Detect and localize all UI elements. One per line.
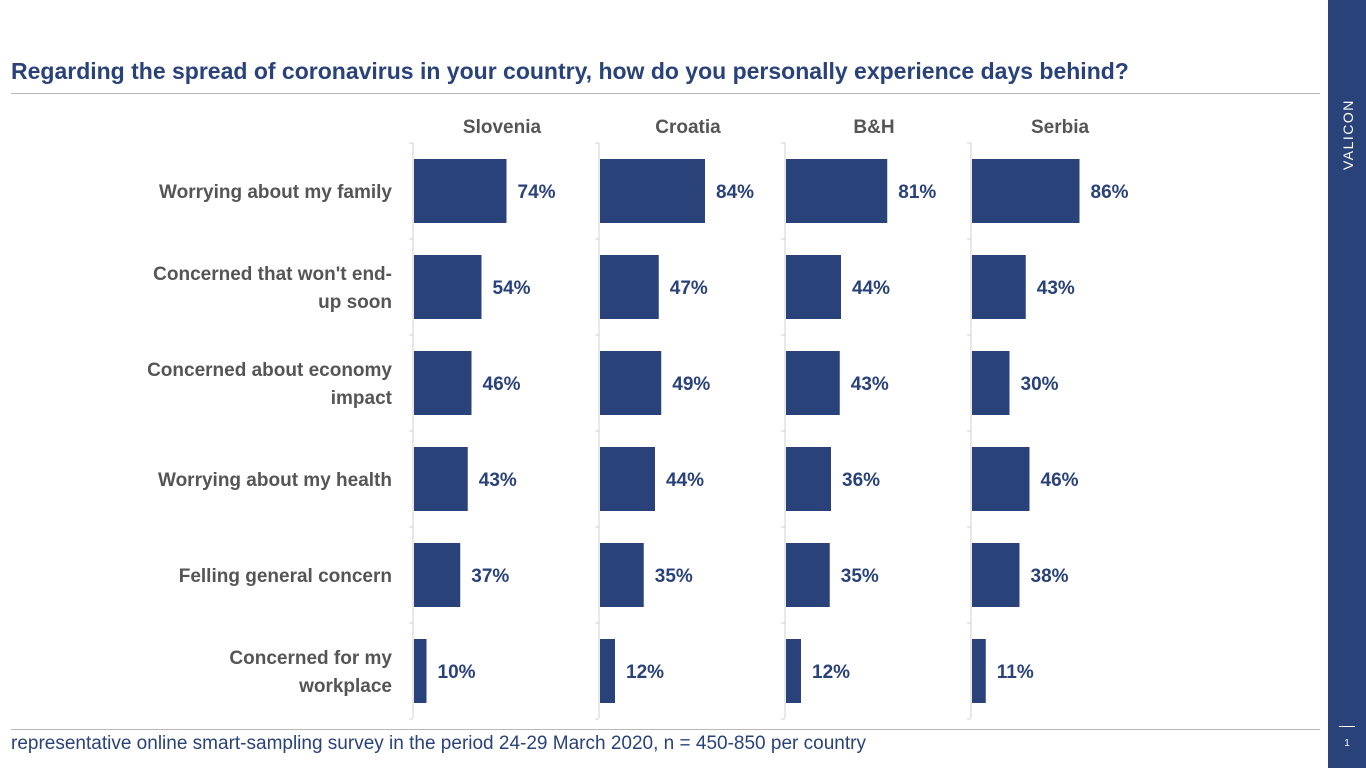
series-header: Slovenia [463, 117, 542, 138]
brand-sidebar: VALICON 1 [1328, 0, 1366, 768]
chart-title: Regarding the spread of coronavirus in y… [11, 58, 1129, 84]
category-label-line: impact [331, 388, 393, 409]
category-label-line: Concerned for my [229, 648, 392, 669]
bar [600, 159, 705, 223]
data-label: 43% [851, 374, 889, 395]
category-label: Concerned that won't end-up soon [153, 264, 392, 313]
category-label-line: Worrying about my family [159, 182, 392, 203]
category-label-line: Worrying about my health [158, 470, 392, 491]
bar [972, 543, 1020, 607]
footer-divider [11, 729, 1320, 730]
category-label: Worrying about my health [158, 470, 392, 491]
data-label: 46% [1041, 470, 1079, 491]
category-label: Concerned for my workplace [229, 648, 392, 697]
bar [972, 639, 986, 703]
bar [786, 639, 801, 703]
bar [972, 255, 1026, 319]
data-label: 38% [1031, 566, 1069, 587]
bar [786, 447, 831, 511]
bar [414, 159, 507, 223]
chart-plot: Worrying about my family Concerned that w… [147, 117, 1129, 720]
bar [786, 543, 830, 607]
bar [786, 159, 888, 223]
bar [414, 351, 472, 415]
bar [600, 447, 655, 511]
title-divider [11, 93, 1320, 94]
data-label: 81% [898, 182, 936, 203]
series-header: Croatia [655, 117, 721, 138]
bar [972, 351, 1010, 415]
bar [414, 639, 427, 703]
bar [414, 447, 468, 511]
data-label: 10% [438, 662, 476, 683]
bar [786, 351, 840, 415]
data-label: 54% [493, 278, 531, 299]
category-label-line: workplace [298, 676, 392, 697]
data-label: 11% [997, 662, 1034, 683]
bar [600, 543, 644, 607]
category-label-line: up soon [318, 292, 392, 313]
bar [972, 447, 1030, 511]
category-label-line: Concerned that won't end- [153, 264, 392, 285]
bar [414, 543, 461, 607]
data-label: 47% [670, 278, 708, 299]
data-label: 30% [1021, 374, 1059, 395]
data-label: 49% [672, 374, 710, 395]
data-label: 43% [1037, 278, 1075, 299]
category-label-line: Concerned about economy [147, 360, 392, 381]
category-label-line: Felling general concern [179, 566, 392, 587]
bar [414, 255, 482, 319]
category-label: Felling general concern [179, 566, 392, 587]
data-label: 12% [626, 662, 664, 683]
data-label: 36% [842, 470, 880, 491]
page-number-divider [1339, 726, 1355, 727]
bar [600, 351, 662, 415]
brand-logo: VALICON [1340, 99, 1356, 171]
footnote: representative online smart-sampling sur… [11, 733, 866, 754]
data-label: 46% [483, 374, 521, 395]
category-label: Worrying about my family [159, 182, 392, 203]
data-label: 84% [716, 182, 754, 203]
bar [600, 639, 615, 703]
data-label: 44% [852, 278, 890, 299]
data-label: 74% [518, 182, 556, 203]
data-label: 43% [479, 470, 517, 491]
data-label: 44% [666, 470, 704, 491]
bar [600, 255, 659, 319]
category-label: Concerned about economy impact [147, 360, 393, 409]
bar [786, 255, 841, 319]
bar [972, 159, 1080, 223]
data-label: 37% [471, 566, 509, 587]
data-label: 35% [655, 566, 693, 587]
data-label: 12% [812, 662, 850, 683]
data-label: 35% [841, 566, 879, 587]
series-header: Serbia [1031, 117, 1090, 138]
series-header: B&H [853, 117, 894, 138]
page-number: 1 [1344, 738, 1350, 749]
data-label: 86% [1091, 182, 1129, 203]
